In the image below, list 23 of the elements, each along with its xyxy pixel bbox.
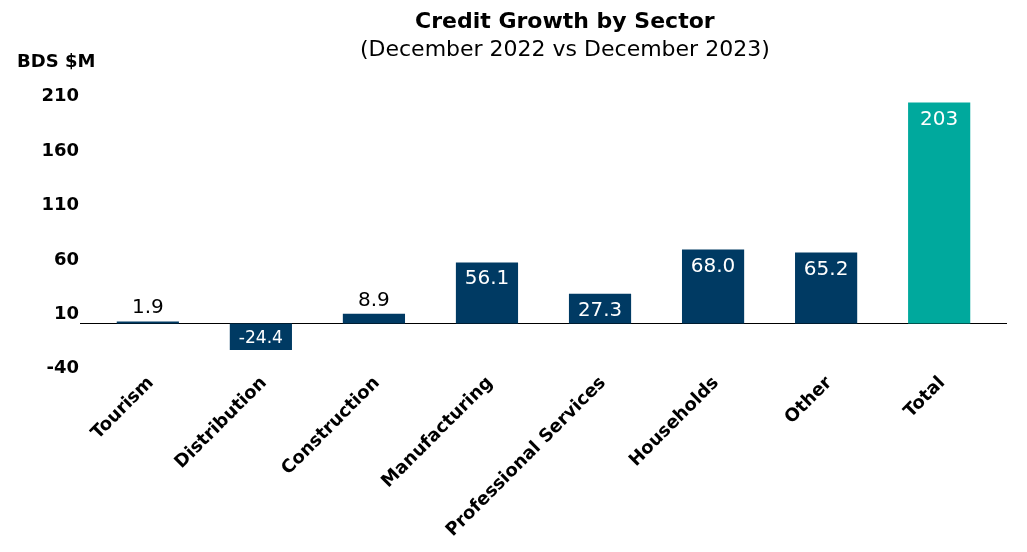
- data-label: 8.9: [358, 286, 390, 311]
- bar: [116, 321, 179, 324]
- data-label: 56.1: [464, 265, 510, 290]
- bar: [681, 249, 745, 324]
- chart-title: Credit Growth by Sector: [415, 7, 715, 33]
- y-tick-label: -40: [46, 356, 79, 378]
- data-label: 203: [920, 105, 959, 130]
- y-tick-label: 60: [53, 247, 79, 269]
- bar: [455, 262, 519, 324]
- bar: [908, 102, 971, 324]
- bar: [342, 313, 406, 324]
- data-label: 1.9: [131, 294, 164, 319]
- y-tick-label: 10: [53, 301, 79, 323]
- data-label: 27.3: [578, 297, 623, 321]
- chart-subtitle: (December 2022 vs December 2023): [359, 36, 770, 62]
- y-tick-label: 160: [41, 138, 79, 160]
- data-label: -24.4: [238, 326, 284, 347]
- data-label: 65.2: [803, 255, 849, 280]
- y-axis-title: BDS $M: [17, 50, 96, 71]
- y-tick-label: 210: [41, 84, 79, 106]
- bar: [795, 252, 858, 324]
- y-tick-label: 110: [41, 193, 79, 215]
- data-label: 68.0: [690, 252, 736, 277]
